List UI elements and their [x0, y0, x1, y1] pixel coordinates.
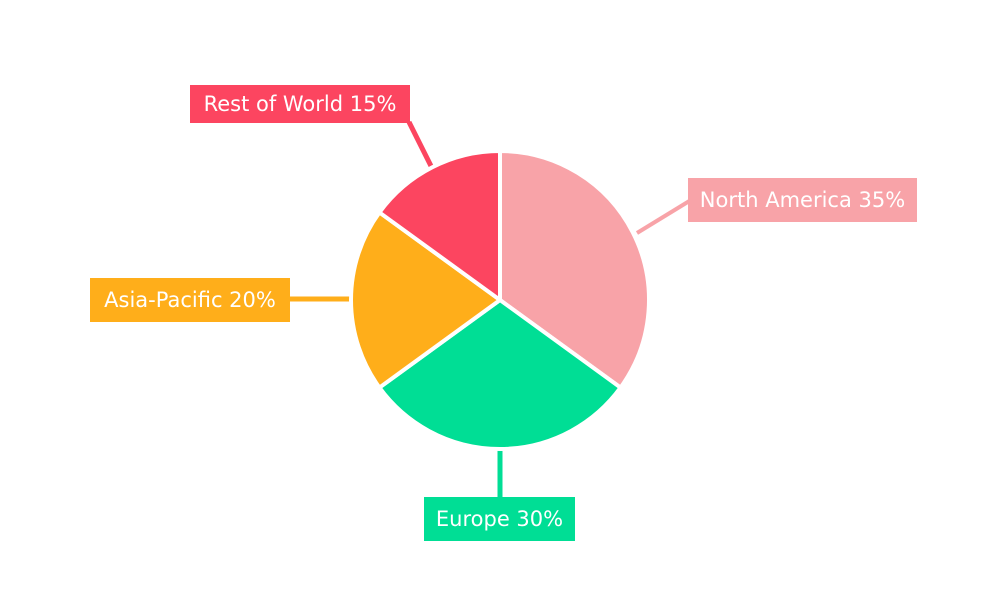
leader-line-north-america: [635, 198, 693, 235]
pie-slice-europe[interactable]: [377, 298, 623, 451]
leader-line-rest-of-world: [406, 120, 435, 170]
pie-slice-north-america[interactable]: [498, 149, 651, 390]
pie-slice-asia-pacific[interactable]: [349, 210, 502, 390]
pie-label-north-america[interactable]: North America 35%: [688, 178, 917, 222]
pie-label-rest-of-world[interactable]: Rest of World 15%: [190, 85, 410, 123]
pie-slices: [349, 149, 651, 451]
leader-lines: [288, 120, 693, 500]
pie-label-europe[interactable]: Europe 30%: [424, 497, 575, 541]
pie-label-asia-pacific[interactable]: Asia-Pacific 20%: [90, 278, 290, 322]
pie-slice-rest-of-world[interactable]: [377, 149, 502, 302]
